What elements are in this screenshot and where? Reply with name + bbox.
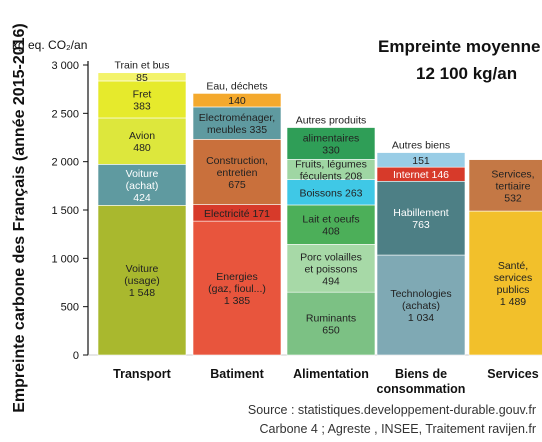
- bar-segment: [468, 159, 542, 212]
- bar-segment: [192, 220, 282, 356]
- segment-label: Porc volailles et poissons 494: [300, 251, 362, 287]
- unit-label: kg eq. CO₂/an: [12, 38, 87, 52]
- bar-segment: [286, 179, 376, 206]
- segment-label: Internet 146: [393, 169, 449, 181]
- segment-label: 85: [136, 72, 148, 84]
- bar-segment: [376, 254, 466, 356]
- bar-segment: [97, 117, 187, 165]
- chart-subtitle: 12 100 kg/an: [416, 64, 517, 83]
- segment-label: Boissons 263: [299, 187, 362, 199]
- bar-segment: [286, 244, 376, 293]
- y-tick-label: 3 000: [51, 60, 79, 72]
- y-tick-label: 0: [73, 350, 79, 362]
- category-label: Transport: [113, 367, 171, 381]
- segment-outside-label: Autres produits: [296, 115, 367, 127]
- category-label: Alimentation: [293, 367, 369, 381]
- segment-label: Ruminants 650: [306, 313, 356, 337]
- bar-segment: [286, 204, 376, 245]
- bar-segment: [376, 152, 466, 168]
- bar-stack: Santé, services publics 1 489 Services, terti…: [468, 159, 542, 356]
- bar-segment: [192, 93, 282, 108]
- segment-label: Services, tertiaire 532: [491, 168, 534, 204]
- segment-label: Fret 383: [133, 88, 152, 112]
- segment-label: Technologies (achats) 1 034: [390, 288, 451, 324]
- category-label: Services: [487, 367, 538, 381]
- segment-label: Voiture (usage) 1 548: [124, 263, 160, 299]
- bar-segment: [286, 127, 376, 160]
- segment-label: Electricité 171: [204, 208, 270, 220]
- bar-stack: Ruminants 650 Porc volailles et poissons 494…: [286, 115, 376, 356]
- bar-segment: [97, 72, 187, 82]
- chart-title: Empreinte moyenne: [378, 37, 541, 56]
- bar-segment: [97, 80, 187, 119]
- segment-label: Lait et oeufs 408: [302, 214, 359, 238]
- bar-segment: [192, 139, 282, 205]
- segment-label: Santé, services publics 1 489: [494, 260, 533, 308]
- segment-label: alimentaires 330: [303, 132, 360, 156]
- category-labels: Transport Batiment Alimentation Biens de con…: [113, 367, 539, 396]
- bar-stack: Technologies (achats) 1 034 Habillement 763 I…: [376, 140, 466, 356]
- segment-outside-label: Autres biens: [392, 140, 450, 152]
- y-tick-label: 1 000: [51, 253, 79, 265]
- source-note: Source : statistiques.developpement-dura…: [248, 403, 536, 436]
- y-tick-label: 1 500: [51, 205, 79, 217]
- y-tick-label: 500: [61, 302, 79, 314]
- category-label: Batiment: [210, 367, 264, 381]
- source-line: Source : statistiques.developpement-dura…: [248, 403, 536, 417]
- bar-segment: [286, 291, 376, 356]
- bars: Voiture (usage) 1 548 Voiture (achat) 424 Avio…: [97, 60, 542, 356]
- segment-label: Fruits, légumes féculents 208: [295, 158, 367, 182]
- segment-label: Habillement 763: [393, 207, 449, 231]
- segment-label: Energies (gaz, fioul...) 1 385: [208, 271, 266, 307]
- bar-stack: Energies (gaz, fioul...) 1 385 Electricité …: [192, 80, 282, 356]
- segment-label: Avion 480: [129, 130, 155, 154]
- segment-label: 151: [412, 155, 430, 167]
- y-tick-label: 2 500: [51, 108, 79, 120]
- segment-label: Voiture (achat) 424: [126, 168, 159, 204]
- segment-outside-label: Train et bus: [114, 60, 169, 72]
- y-axis-label: Empreinte carbone des Français (année 20…: [11, 23, 28, 413]
- source-line: Carbone 4 ; Agreste , INSEE, Traitement …: [259, 422, 536, 436]
- segment-label: 140: [228, 95, 246, 107]
- bar-segment: [97, 164, 187, 206]
- segment-label: Electroménager, meubles 335: [199, 112, 275, 136]
- y-tick-label: 2 000: [51, 157, 79, 169]
- bar-segment: [192, 106, 282, 140]
- category-label: Biens de consommation: [377, 367, 466, 396]
- segment-outside-label: Eau, déchets: [206, 80, 267, 92]
- bar-segment: [97, 205, 187, 356]
- segment-label: Construction, entretien 675: [206, 155, 268, 191]
- bar-stack: Voiture (usage) 1 548 Voiture (achat) 424 Avio…: [97, 60, 187, 356]
- bar-segment: [376, 180, 466, 256]
